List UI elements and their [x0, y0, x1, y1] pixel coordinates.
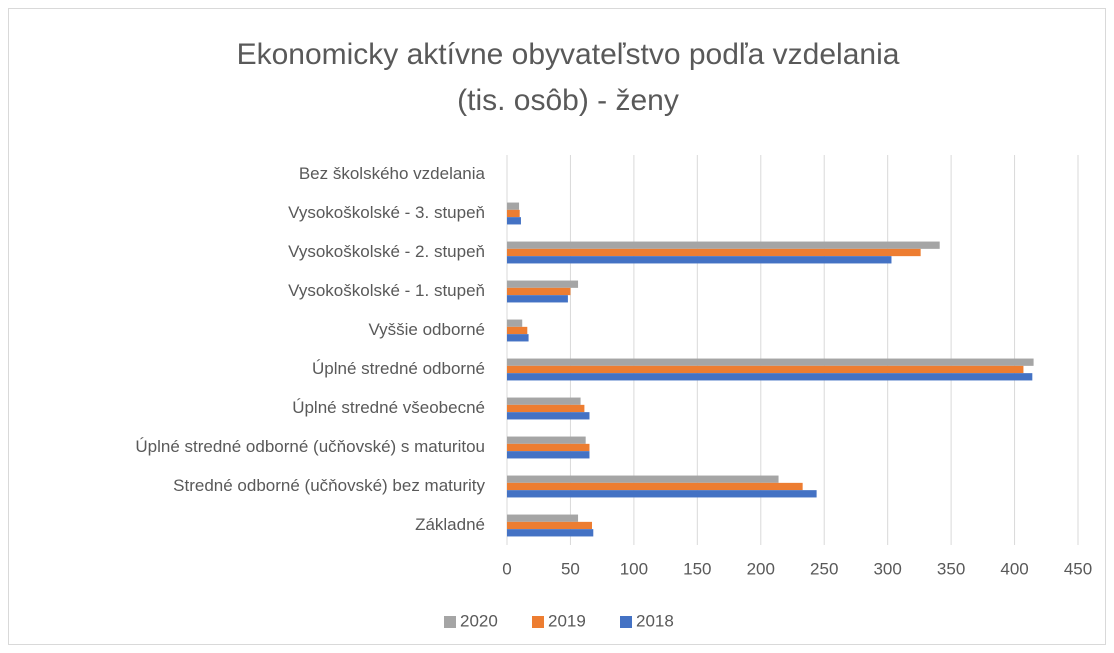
legend-swatch	[532, 616, 544, 628]
bar	[507, 475, 779, 483]
bar	[507, 404, 585, 413]
bar	[507, 529, 594, 537]
legend-label: 2018	[636, 611, 674, 630]
bar	[507, 319, 523, 327]
bar	[507, 482, 803, 491]
x-tick-label: 150	[683, 559, 711, 578]
bar	[507, 397, 581, 405]
bar	[507, 358, 1034, 366]
y-tick-label: Vysokoškolské - 1. stupeň	[288, 281, 485, 300]
bar	[507, 451, 590, 459]
legend-label: 2019	[548, 611, 586, 630]
bar	[507, 248, 921, 257]
bar	[507, 287, 571, 296]
y-tick-label: Vysokoškolské - 3. stupeň	[288, 203, 485, 222]
y-tick-label: Vysokoškolské - 2. stupeň	[288, 242, 485, 261]
bar	[507, 209, 520, 218]
bar	[507, 256, 892, 264]
bar	[507, 326, 528, 335]
y-tick-label: Úplné stredné všeobecné	[292, 398, 485, 417]
bar	[507, 373, 1033, 381]
chart-title: Ekonomicky aktívne obyvateľstvo podľa vz…	[237, 38, 900, 71]
bar	[507, 521, 593, 530]
y-tick-label: Základné	[415, 515, 485, 534]
x-tick-label: 200	[747, 559, 775, 578]
bar	[507, 443, 590, 452]
bar	[507, 490, 817, 498]
chart-frame	[8, 8, 1106, 645]
y-tick-label: Stredné odborné (učňovské) bez maturity	[173, 476, 485, 495]
x-tick-label: 350	[937, 559, 965, 578]
x-tick-label: 50	[561, 559, 580, 578]
bar	[507, 365, 1024, 374]
bar	[507, 334, 529, 342]
bar	[507, 241, 940, 249]
bar	[507, 436, 586, 444]
legend-label: 2020	[460, 611, 498, 630]
y-tick-label: Úplné stredné odborné (učňovské) s matur…	[135, 437, 485, 456]
x-tick-label: 300	[873, 559, 901, 578]
y-tick-label: Bez školského vzdelania	[299, 164, 486, 183]
legend-swatch	[444, 616, 456, 628]
x-tick-label: 100	[620, 559, 648, 578]
x-tick-label: 400	[1000, 559, 1028, 578]
x-tick-label: 250	[810, 559, 838, 578]
y-tick-label: Vyššie odborné	[368, 320, 485, 339]
bar	[507, 295, 568, 303]
bar	[507, 202, 520, 210]
legend-swatch	[620, 616, 632, 628]
bar	[507, 280, 579, 288]
y-tick-label: Úplné stredné odborné	[312, 359, 485, 378]
bar	[507, 217, 521, 225]
x-tick-label: 0	[502, 559, 511, 578]
bar	[507, 412, 590, 420]
bar	[507, 514, 579, 522]
x-tick-label: 450	[1064, 559, 1092, 578]
chart-title: (tis. osôb) - ženy	[457, 84, 679, 117]
